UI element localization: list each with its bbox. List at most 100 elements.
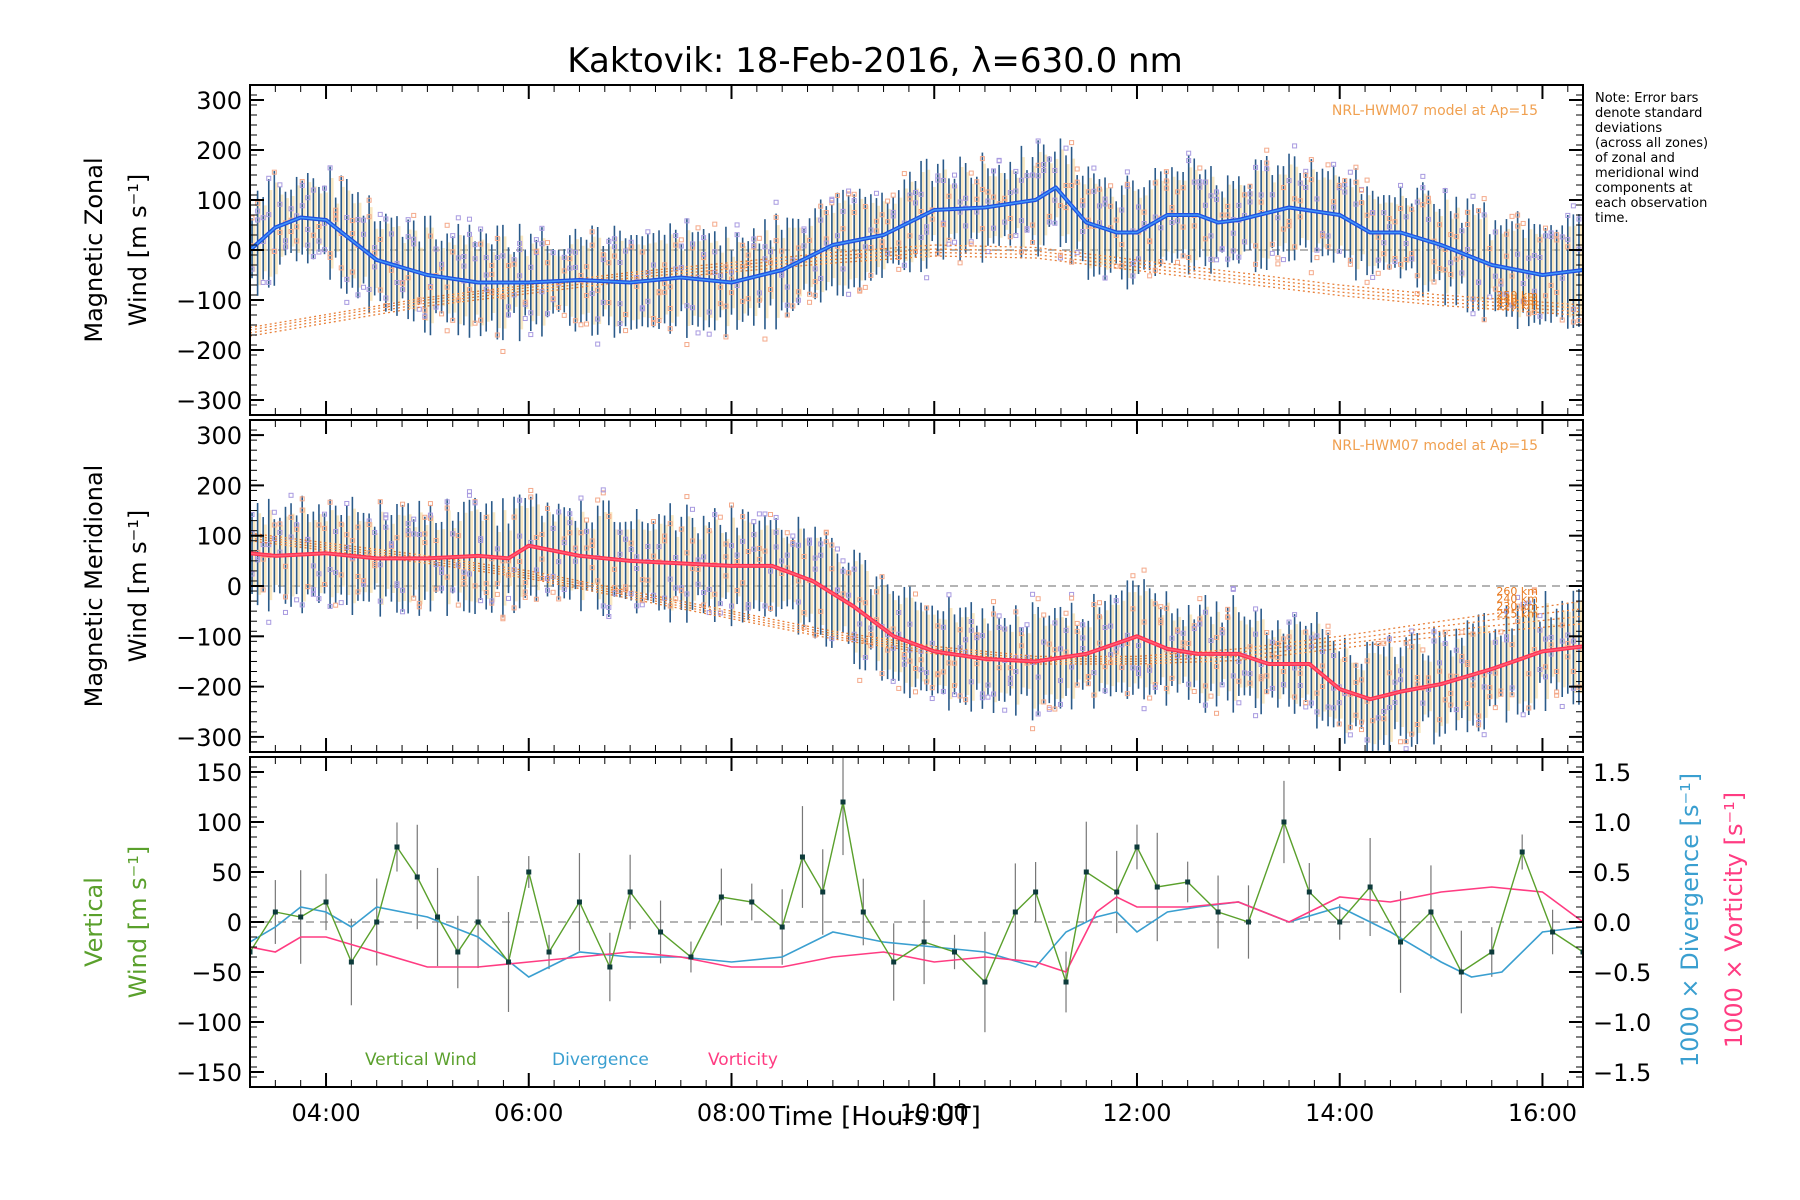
zone-sample [1175,218,1181,224]
zone-sample [427,501,433,507]
zone-sample [277,201,283,207]
zone-sample [1241,670,1247,676]
zone-sample [1398,261,1404,267]
zone-sample [639,249,645,255]
zone-sample [260,556,266,562]
zone-sample [1236,658,1242,664]
model-line-230 km [250,537,1583,663]
zone-sample [912,591,918,597]
zone-sample [851,566,857,572]
zone-sample [545,311,551,317]
zone-sample [1414,681,1420,687]
zone-sample [1041,699,1047,705]
zone-sample [1303,700,1309,706]
zone-sample [1253,164,1259,170]
zone-sample [1492,229,1498,235]
zone-sample [483,272,489,278]
model-height-label: 225 km [1496,300,1538,313]
zone-sample [500,614,506,620]
zone-sample [478,317,484,323]
y2-tick-label: −1.0 [1593,1009,1651,1037]
zone-sample [1152,682,1158,688]
zone-sample [517,559,523,565]
zone-sample [1548,234,1554,240]
zone-sample [1403,746,1409,752]
vertical-wind-point [840,799,846,805]
zone-sample [1085,673,1091,679]
zone-sample [623,311,629,317]
zone-sample [1353,662,1359,668]
zone-sample [929,696,935,702]
zone-sample [807,291,813,297]
zone-sample [1470,631,1476,637]
zone-sample [383,524,389,530]
zone-sample [533,248,539,254]
zone-sample [472,242,478,248]
zone-sample [723,334,729,340]
zone-sample [1147,273,1153,279]
zone-sample [991,611,997,617]
zone-sample [1158,604,1164,610]
vertical-wind-point [1337,919,1343,925]
vertical-wind-point [1033,889,1039,895]
zone-sample [795,289,801,295]
zone-sample [807,540,813,546]
zone-sample [623,248,629,254]
zone-sample [1169,675,1175,681]
zone-sample [689,506,695,512]
y-axis-label: Wind [m s⁻¹] [124,846,152,998]
zone-sample [656,289,662,295]
zone-sample [1297,180,1303,186]
zone-sample [1253,606,1259,612]
zone-sample [1113,217,1119,223]
zone-sample [1520,281,1526,287]
zone-sample [1135,671,1141,677]
zone-sample [1035,596,1041,602]
zone-sample [1392,699,1398,705]
zone-sample [762,244,768,250]
zone-sample [1297,214,1303,220]
zone-sample [1013,188,1019,194]
zone-sample [1074,179,1080,185]
zone-sample [1437,668,1443,674]
zone-sample [1314,196,1320,202]
zone-sample [979,691,985,697]
zone-sample [1191,688,1197,694]
zone-sample [1409,644,1415,650]
zone-sample [539,289,545,295]
zone-sample [723,554,729,560]
zone-sample [455,533,461,539]
zone-sample [885,198,891,204]
zone-sample [1214,634,1220,640]
zone-sample [1219,246,1225,252]
zone-sample [1448,690,1454,696]
zone-sample [1526,255,1532,261]
zone-sample [1537,237,1543,243]
zone-sample [734,559,740,565]
zone-sample [338,176,344,182]
zone-sample [963,697,969,703]
zone-sample [377,598,383,604]
zone-sample [673,266,679,272]
zone-sample [1119,664,1125,670]
zone-sample [1186,150,1192,156]
zone-sample [1342,178,1348,184]
zone-sample [1526,671,1532,677]
zone-sample [1359,727,1365,733]
zone-sample [1386,216,1392,222]
zone-sample [322,185,328,191]
zone-sample [784,284,790,290]
zone-sample [1403,739,1409,745]
zone-sample [422,514,428,520]
zone-sample [455,255,461,261]
zone-sample [1163,185,1169,191]
zone-sample [1236,678,1242,684]
zone-sample [1230,230,1236,236]
zone-sample [890,213,896,219]
zone-sample [912,200,918,206]
zone-sample [879,212,885,218]
zone-sample [433,586,439,592]
zone-sample [500,348,506,354]
zone-sample [539,556,545,562]
